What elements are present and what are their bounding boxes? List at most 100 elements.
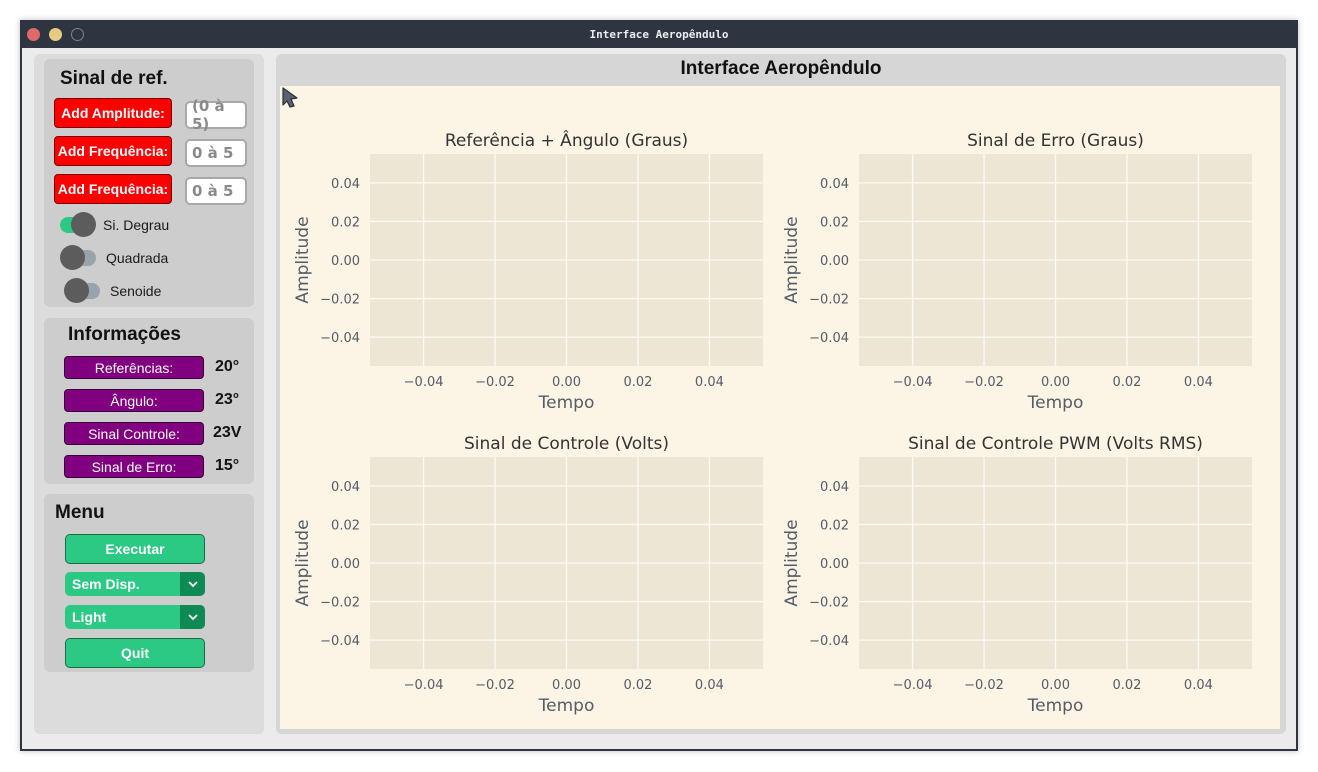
minimize-window-icon[interactable]: [49, 28, 62, 41]
y-tick-label: 0.02: [820, 215, 849, 230]
app-window: Interface Aeropêndulo Sinal de ref. Add …: [20, 20, 1298, 751]
y-tick-label: 0.02: [331, 518, 360, 533]
y-tick-label: −0.02: [320, 293, 360, 308]
pointer-arrow-icon: [282, 87, 298, 108]
x-tick-label: 0.04: [695, 375, 724, 390]
x-tick-label: 0.02: [623, 375, 652, 390]
y-tick-label: 0.02: [331, 215, 360, 230]
info-panel-title: Informações: [68, 324, 181, 345]
x-axis-label: Tempo: [1027, 393, 1084, 413]
control-signal-info-label: Sinal Controle:: [64, 422, 204, 445]
y-tick-label: −0.04: [809, 331, 849, 346]
x-tick-label: 0.02: [1112, 375, 1141, 390]
x-tick-label: 0.00: [552, 375, 581, 390]
square-signal-label: Quadrada: [106, 250, 169, 266]
y-tick-label: 0.04: [820, 177, 849, 192]
close-window-icon[interactable]: [27, 28, 40, 41]
x-axis-label: Tempo: [538, 696, 595, 716]
y-tick-label: −0.04: [809, 634, 849, 649]
error-signal-info-value: 15°: [215, 457, 240, 474]
add-frequency-button-1[interactable]: Add Frequência:: [54, 136, 172, 166]
y-axis-label: Amplitude: [293, 519, 313, 606]
frequency-input-1[interactable]: 0 à 5: [185, 139, 247, 167]
add-frequency-button-2[interactable]: Add Frequência:: [54, 174, 172, 204]
x-tick-label: 0.04: [1184, 375, 1213, 390]
chevron-down-icon[interactable]: [180, 572, 205, 596]
y-axis-label: Amplitude: [782, 519, 802, 606]
switch-knob: [60, 245, 85, 270]
charts-figure: −0.04 −0.02 0.00 0.02 0.04 0.04 0.02 0.00 −0.02 −…: [293, 129, 1252, 716]
chart-title: Sinal de Erro (Graus): [967, 131, 1144, 151]
chevron-down-icon[interactable]: [180, 605, 205, 629]
y-tick-label: −0.02: [809, 596, 849, 611]
sine-signal-label: Senoide: [110, 283, 162, 299]
x-tick-label: −0.02: [964, 678, 1004, 693]
x-tick-label: 0.04: [695, 678, 724, 693]
x-axis-label: Tempo: [538, 393, 595, 413]
maximize-window-icon[interactable]: [71, 28, 84, 41]
main-title: Interface Aeropêndulo: [680, 58, 882, 79]
y-tick-label: −0.04: [320, 331, 360, 346]
error-signal-info-label: Sinal de Erro:: [64, 455, 204, 478]
reference-signal-panel: Sinal de ref. Add Amplitude: (0 à 5) Add…: [44, 59, 254, 307]
y-tick-label: 0.04: [331, 480, 360, 495]
x-tick-label: −0.02: [475, 375, 515, 390]
y-tick-label: 0.00: [331, 557, 360, 572]
add-amplitude-button[interactable]: Add Amplitude:: [54, 98, 172, 128]
x-tick-label: −0.04: [404, 375, 444, 390]
control-signal-info-value: 23V: [213, 424, 242, 441]
x-tick-label: 0.02: [623, 678, 652, 693]
step-signal-label: Si. Degrau: [103, 217, 170, 233]
plot-canvas: −0.04 −0.02 0.00 0.02 0.04 0.04 0.02 0.00 −0.02 −…: [280, 86, 1280, 729]
device-select-value: Sem Disp.: [72, 576, 140, 592]
y-tick-label: −0.02: [320, 596, 360, 611]
menu-panel: Menu Executar Sem Disp. Light Quit: [44, 494, 254, 672]
angle-info-value: 23°: [215, 391, 240, 408]
chart-title: Sinal de Controle PWM (Volts RMS): [908, 434, 1203, 454]
quit-button[interactable]: Quit: [65, 638, 205, 668]
x-tick-label: 0.00: [552, 678, 581, 693]
y-tick-label: 0.04: [820, 480, 849, 495]
menu-panel-title: Menu: [55, 502, 105, 523]
square-signal-switch[interactable]: [60, 245, 96, 270]
x-tick-label: −0.02: [475, 678, 515, 693]
x-tick-label: −0.04: [893, 678, 933, 693]
y-axis-label: Amplitude: [293, 216, 313, 303]
x-tick-label: 0.04: [1184, 678, 1213, 693]
frequency-input-2[interactable]: 0 à 5: [185, 177, 247, 205]
chart-title: Referência + Ângulo (Graus): [445, 129, 688, 151]
window-title: Interface Aeropêndulo: [589, 28, 729, 41]
reference-panel-title: Sinal de ref.: [60, 68, 168, 89]
sine-signal-switch[interactable]: [64, 278, 100, 303]
y-tick-label: 0.00: [820, 557, 849, 572]
execute-button[interactable]: Executar: [65, 534, 205, 564]
chart-title: Sinal de Controle (Volts): [464, 434, 669, 454]
x-tick-label: 0.00: [1041, 375, 1070, 390]
amplitude-input[interactable]: (0 à 5): [185, 97, 247, 133]
x-tick-label: 0.02: [1112, 678, 1141, 693]
main-area: Interface Aeropêndulo −0.04 −0.02 0.00 0.02…: [276, 54, 1286, 734]
x-tick-label: −0.04: [404, 678, 444, 693]
reference-info-label: Referências:: [64, 356, 204, 379]
switch-knob: [64, 278, 89, 303]
device-select[interactable]: Sem Disp.: [65, 572, 205, 596]
title-bar[interactable]: Interface Aeropêndulo: [22, 22, 1296, 48]
y-tick-label: 0.00: [820, 254, 849, 269]
y-tick-label: 0.02: [820, 518, 849, 533]
angle-info-label: Ângulo:: [64, 389, 204, 412]
theme-select[interactable]: Light: [65, 605, 205, 629]
y-tick-label: 0.04: [331, 177, 360, 192]
switch-knob: [71, 212, 96, 237]
x-axis-label: Tempo: [1027, 696, 1084, 716]
step-signal-switch[interactable]: [60, 212, 96, 237]
y-tick-label: −0.02: [809, 293, 849, 308]
y-axis-label: Amplitude: [782, 216, 802, 303]
reference-info-value: 20°: [215, 358, 240, 375]
y-tick-label: 0.00: [331, 254, 360, 269]
x-tick-label: 0.00: [1041, 678, 1070, 693]
x-tick-label: −0.04: [893, 375, 933, 390]
x-tick-label: −0.02: [964, 375, 1004, 390]
info-panel: Informações Referências: 20° Ângulo: 23°…: [44, 318, 254, 484]
sidebar: Sinal de ref. Add Amplitude: (0 à 5) Add…: [34, 54, 264, 734]
theme-select-value: Light: [72, 609, 107, 625]
